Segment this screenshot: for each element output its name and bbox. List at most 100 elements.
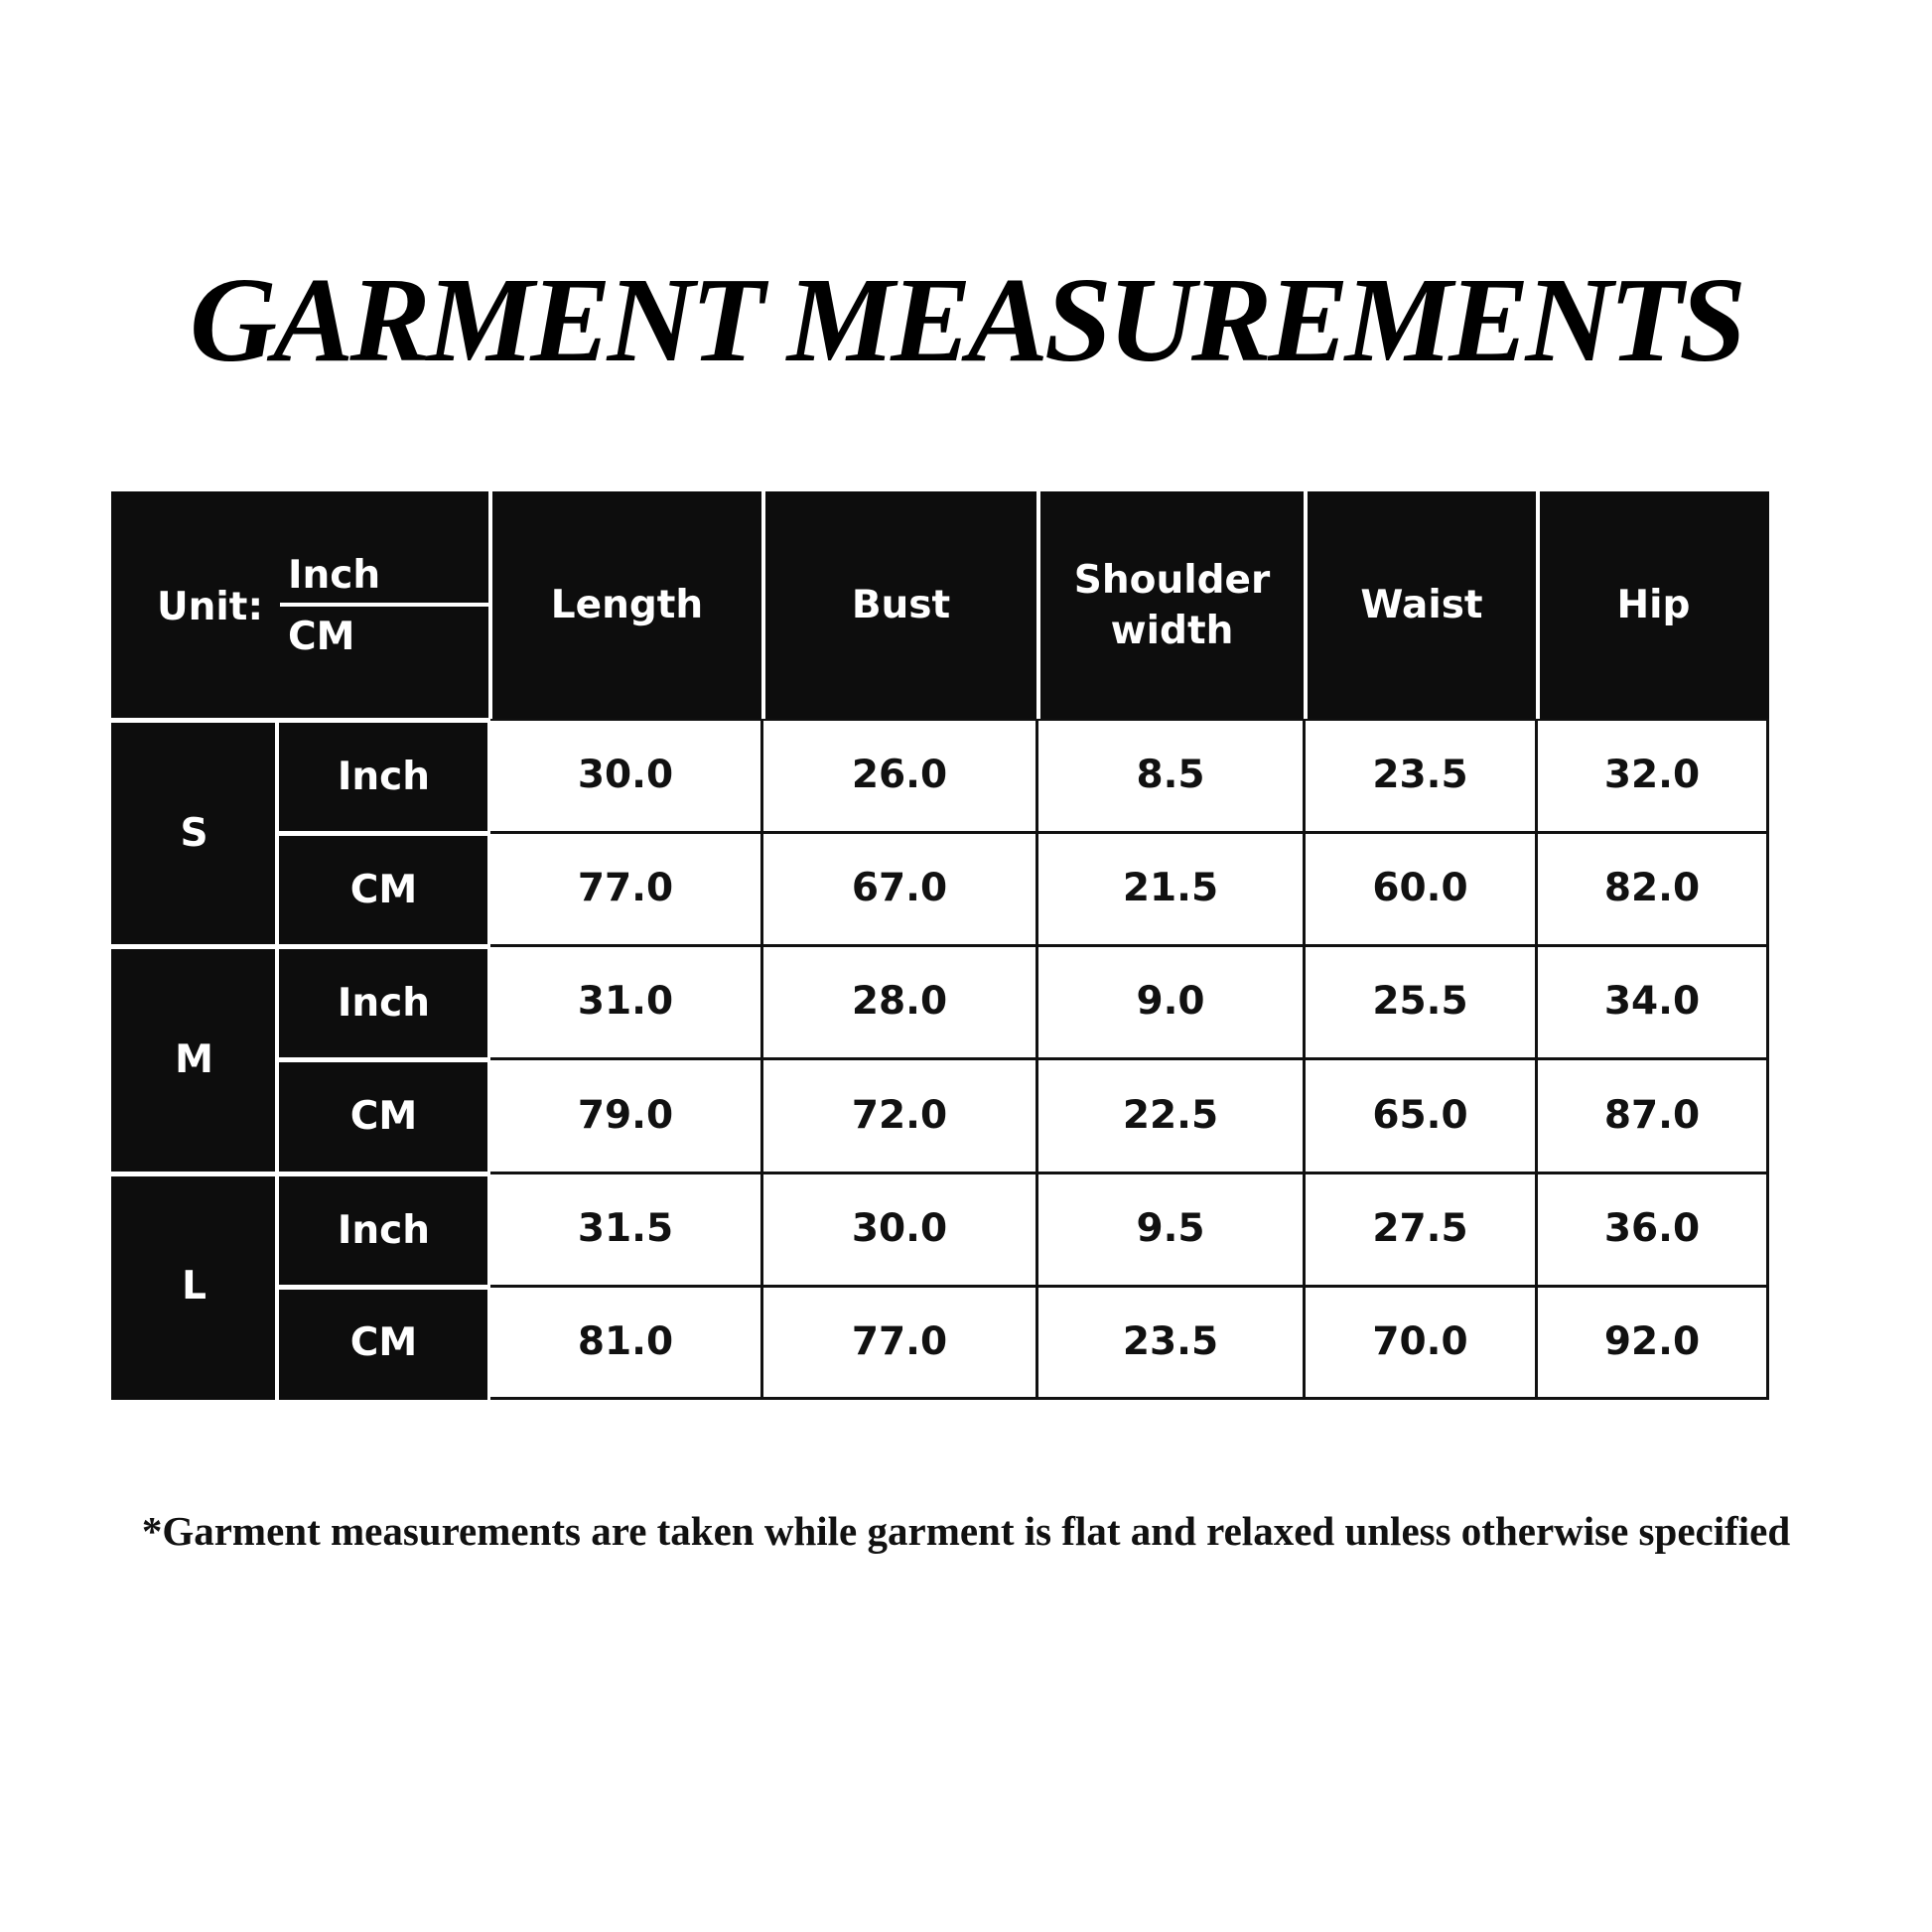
table-cell-text: 36.0 — [1603, 1206, 1701, 1252]
table-cell-text: 87.0 — [1603, 1092, 1701, 1138]
table-cell: 9.0 — [1038, 947, 1306, 1060]
column-header-text: Hip — [1616, 583, 1691, 628]
table-cell-text: 23.5 — [1372, 753, 1468, 798]
table-cell: 25.5 — [1306, 947, 1538, 1060]
table-cell-text: 22.5 — [1122, 1092, 1219, 1138]
table-cell-text: 77.0 — [851, 1318, 948, 1364]
table-cell-text: 8.5 — [1136, 753, 1205, 798]
column-header-text: Waist — [1360, 583, 1483, 628]
table-cell: 26.0 — [763, 721, 1038, 834]
page-title: GARMENT MEASUREMENTS — [189, 253, 1746, 387]
table-cell-text: 72.0 — [851, 1092, 948, 1138]
table-cell: 30.0 — [490, 721, 763, 834]
divider — [111, 718, 490, 723]
unit-label-cell-text: CM — [349, 867, 418, 912]
table-cell: 72.0 — [763, 1060, 1038, 1174]
table-cell-text: 9.5 — [1136, 1206, 1205, 1252]
table-cell: 8.5 — [1038, 721, 1306, 834]
footnote: *Garment measurements are taken while ga… — [141, 1508, 1791, 1554]
table-cell-text: 25.5 — [1372, 979, 1468, 1025]
table-cell-text: 21.5 — [1122, 866, 1219, 911]
table-cell-text: 30.0 — [577, 753, 674, 798]
table-cell: 30.0 — [763, 1174, 1038, 1288]
column-header-text: Length — [550, 583, 704, 628]
table-cell: 77.0 — [490, 834, 763, 947]
table-cell: 87.0 — [1538, 1060, 1769, 1174]
table-cell: 9.5 — [1038, 1174, 1306, 1288]
divider — [488, 491, 492, 721]
size-label: M — [111, 947, 277, 1174]
divider — [1304, 491, 1308, 721]
table-cell: 28.0 — [763, 947, 1038, 1060]
column-header: Length — [490, 491, 763, 721]
column-header: Shoulder width — [1038, 491, 1306, 721]
table-cell: 21.5 — [1038, 834, 1306, 947]
unit-label-cell-text: CM — [349, 1320, 418, 1366]
size-label-text: L — [182, 1264, 207, 1310]
divider — [111, 1172, 490, 1176]
unit-label-cell: CM — [277, 834, 490, 947]
unit-label-cell-text: Inch — [337, 980, 431, 1026]
divider — [1036, 491, 1040, 721]
column-header: Waist — [1306, 491, 1538, 721]
table-cell-text: 28.0 — [851, 979, 948, 1025]
size-label-text: M — [175, 1037, 213, 1083]
table-cell: 31.5 — [490, 1174, 763, 1288]
table-cell-text: 60.0 — [1372, 866, 1468, 911]
unit-header-cell: Unit: Inch CM — [111, 491, 490, 721]
table-cell-text: 31.0 — [577, 979, 674, 1025]
table-cell: 67.0 — [763, 834, 1038, 947]
table-cell-text: 77.0 — [577, 866, 674, 911]
table-cell: 32.0 — [1538, 721, 1769, 834]
unit-label: Unit: — [157, 585, 264, 629]
table-cell-text: 79.0 — [577, 1092, 674, 1138]
column-header: Hip — [1538, 491, 1769, 721]
table-cell: 36.0 — [1538, 1174, 1769, 1288]
unit-label-cell: Inch — [277, 1174, 490, 1288]
unit-label-cell: CM — [277, 1288, 490, 1400]
table-cell-text: 31.5 — [577, 1206, 674, 1252]
unit-label-cell-text: CM — [349, 1094, 418, 1140]
table-cell-text: 67.0 — [851, 866, 948, 911]
unit-label-cell: Inch — [277, 721, 490, 834]
table-cell-text: 81.0 — [577, 1318, 674, 1364]
table-cell-text: 23.5 — [1122, 1318, 1219, 1364]
divider — [1536, 491, 1540, 721]
table-cell-text: 65.0 — [1372, 1092, 1468, 1138]
table-cell: 92.0 — [1538, 1288, 1769, 1400]
divider — [277, 1285, 490, 1290]
column-header: Bust — [763, 491, 1038, 721]
size-label-text: S — [180, 810, 208, 856]
unit-divider — [280, 603, 490, 607]
table-cell-text: 9.0 — [1136, 979, 1205, 1025]
divider — [111, 944, 490, 949]
column-header-text: Shoulder width — [1073, 557, 1271, 653]
table-cell-text: 92.0 — [1603, 1318, 1701, 1364]
table-cell-text: 26.0 — [851, 753, 948, 798]
table-cell: 27.5 — [1306, 1174, 1538, 1288]
unit-label-cell: Inch — [277, 947, 490, 1060]
table-cell-text: 27.5 — [1372, 1206, 1468, 1252]
table-cell: 70.0 — [1306, 1288, 1538, 1400]
table-cell: 22.5 — [1038, 1060, 1306, 1174]
divider — [277, 831, 490, 836]
unit-label-cell-text: Inch — [337, 1207, 431, 1253]
table-cell: 23.5 — [1306, 721, 1538, 834]
unit-label-cell: CM — [277, 1060, 490, 1174]
table-cell: 31.0 — [490, 947, 763, 1060]
divider — [277, 1057, 490, 1062]
table-cell-text: 82.0 — [1603, 866, 1701, 911]
table-cell: 79.0 — [490, 1060, 763, 1174]
table-cell-text: 70.0 — [1372, 1318, 1468, 1364]
table-cell: 60.0 — [1306, 834, 1538, 947]
table-cell: 82.0 — [1538, 834, 1769, 947]
table-cell: 23.5 — [1038, 1288, 1306, 1400]
unit-top-label: Inch — [288, 553, 381, 598]
unit-bottom-label: CM — [288, 615, 355, 659]
table-cell-text: 32.0 — [1603, 753, 1701, 798]
table-cell: 81.0 — [490, 1288, 763, 1400]
table-cell: 34.0 — [1538, 947, 1769, 1060]
column-header-text: Bust — [851, 583, 951, 628]
divider — [761, 491, 765, 721]
size-label: L — [111, 1174, 277, 1400]
